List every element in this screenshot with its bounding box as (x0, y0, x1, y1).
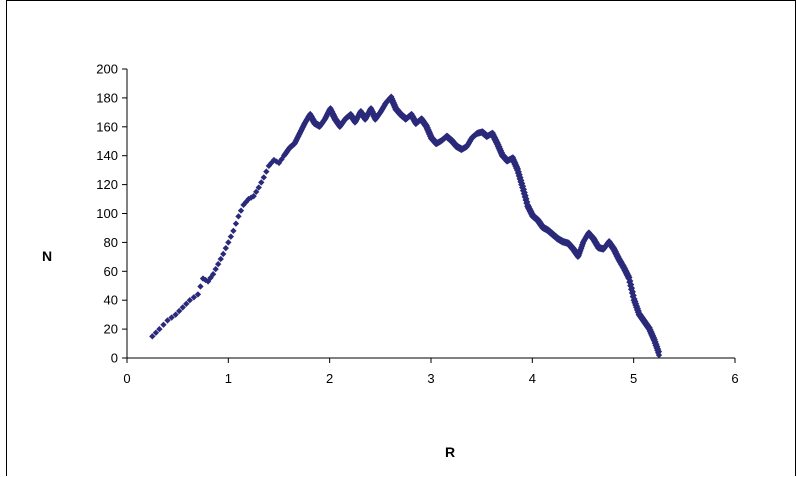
data-point (225, 239, 232, 246)
x-tick-label: 2 (326, 371, 333, 386)
x-tick-label: 3 (427, 371, 434, 386)
data-point (258, 179, 265, 186)
data-point (209, 271, 217, 278)
data-point (176, 307, 183, 315)
x-axis-title: R (445, 444, 455, 460)
data-point (152, 329, 160, 336)
data-point (227, 233, 235, 240)
data-point (222, 245, 229, 252)
y-tick-label: 180 (96, 90, 118, 105)
data-points (149, 93, 663, 359)
data-point (204, 278, 212, 285)
data-point (172, 311, 179, 318)
data-point (255, 184, 262, 191)
y-tick-label: 100 (96, 206, 118, 221)
x-tick-label: 5 (630, 371, 637, 386)
x-tick-label: 1 (225, 371, 232, 386)
data-point (156, 325, 163, 333)
y-tick-label: 160 (96, 119, 118, 134)
x-tick-label: 6 (731, 371, 738, 386)
y-tick-label: 60 (104, 264, 118, 279)
data-point (207, 274, 214, 281)
data-point (278, 156, 285, 163)
y-tick-label: 120 (96, 177, 118, 192)
y-axis-title: N (42, 248, 52, 264)
data-point (232, 220, 240, 227)
y-tick-label: 40 (104, 293, 118, 308)
data-point (183, 300, 190, 307)
data-point (275, 159, 283, 167)
y-tick-label: 140 (96, 148, 118, 163)
data-point (186, 297, 193, 304)
data-point (164, 317, 171, 324)
data-point (230, 227, 237, 235)
axes (122, 68, 736, 363)
data-point (220, 250, 227, 258)
data-point (253, 188, 260, 195)
y-tick-label: 0 (111, 351, 118, 366)
data-point (217, 255, 224, 263)
data-point (190, 294, 198, 301)
y-tick-label: 80 (104, 235, 118, 250)
data-point (237, 207, 245, 214)
data-point (263, 168, 270, 175)
data-point (260, 174, 267, 181)
data-point (194, 291, 202, 298)
x-tick-label: 4 (529, 371, 536, 386)
data-point (149, 333, 156, 340)
tick-labels: 0 20 40 60 80 100 120 140 160 180 200 0 1 2 3 4 5 6 (96, 62, 738, 387)
x-tick-label: 0 (123, 371, 130, 386)
y-tick-label: 200 (96, 62, 118, 77)
data-point (250, 192, 257, 200)
chart-svg: 0 20 40 60 80 100 120 140 160 180 200 0 1 2 3 4 5 6 R N (42, 62, 739, 461)
data-point (212, 265, 219, 273)
data-point (215, 260, 222, 268)
data-point (160, 321, 167, 328)
data-point (197, 283, 204, 290)
data-point (235, 213, 242, 220)
chart-frame: 0 20 40 60 80 100 120 140 160 180 200 0 1 2 3 4 5 6 R N (6, 0, 796, 476)
data-point (179, 304, 186, 311)
y-tick-label: 20 (104, 322, 118, 337)
data-point (655, 351, 663, 359)
data-point (168, 314, 175, 321)
